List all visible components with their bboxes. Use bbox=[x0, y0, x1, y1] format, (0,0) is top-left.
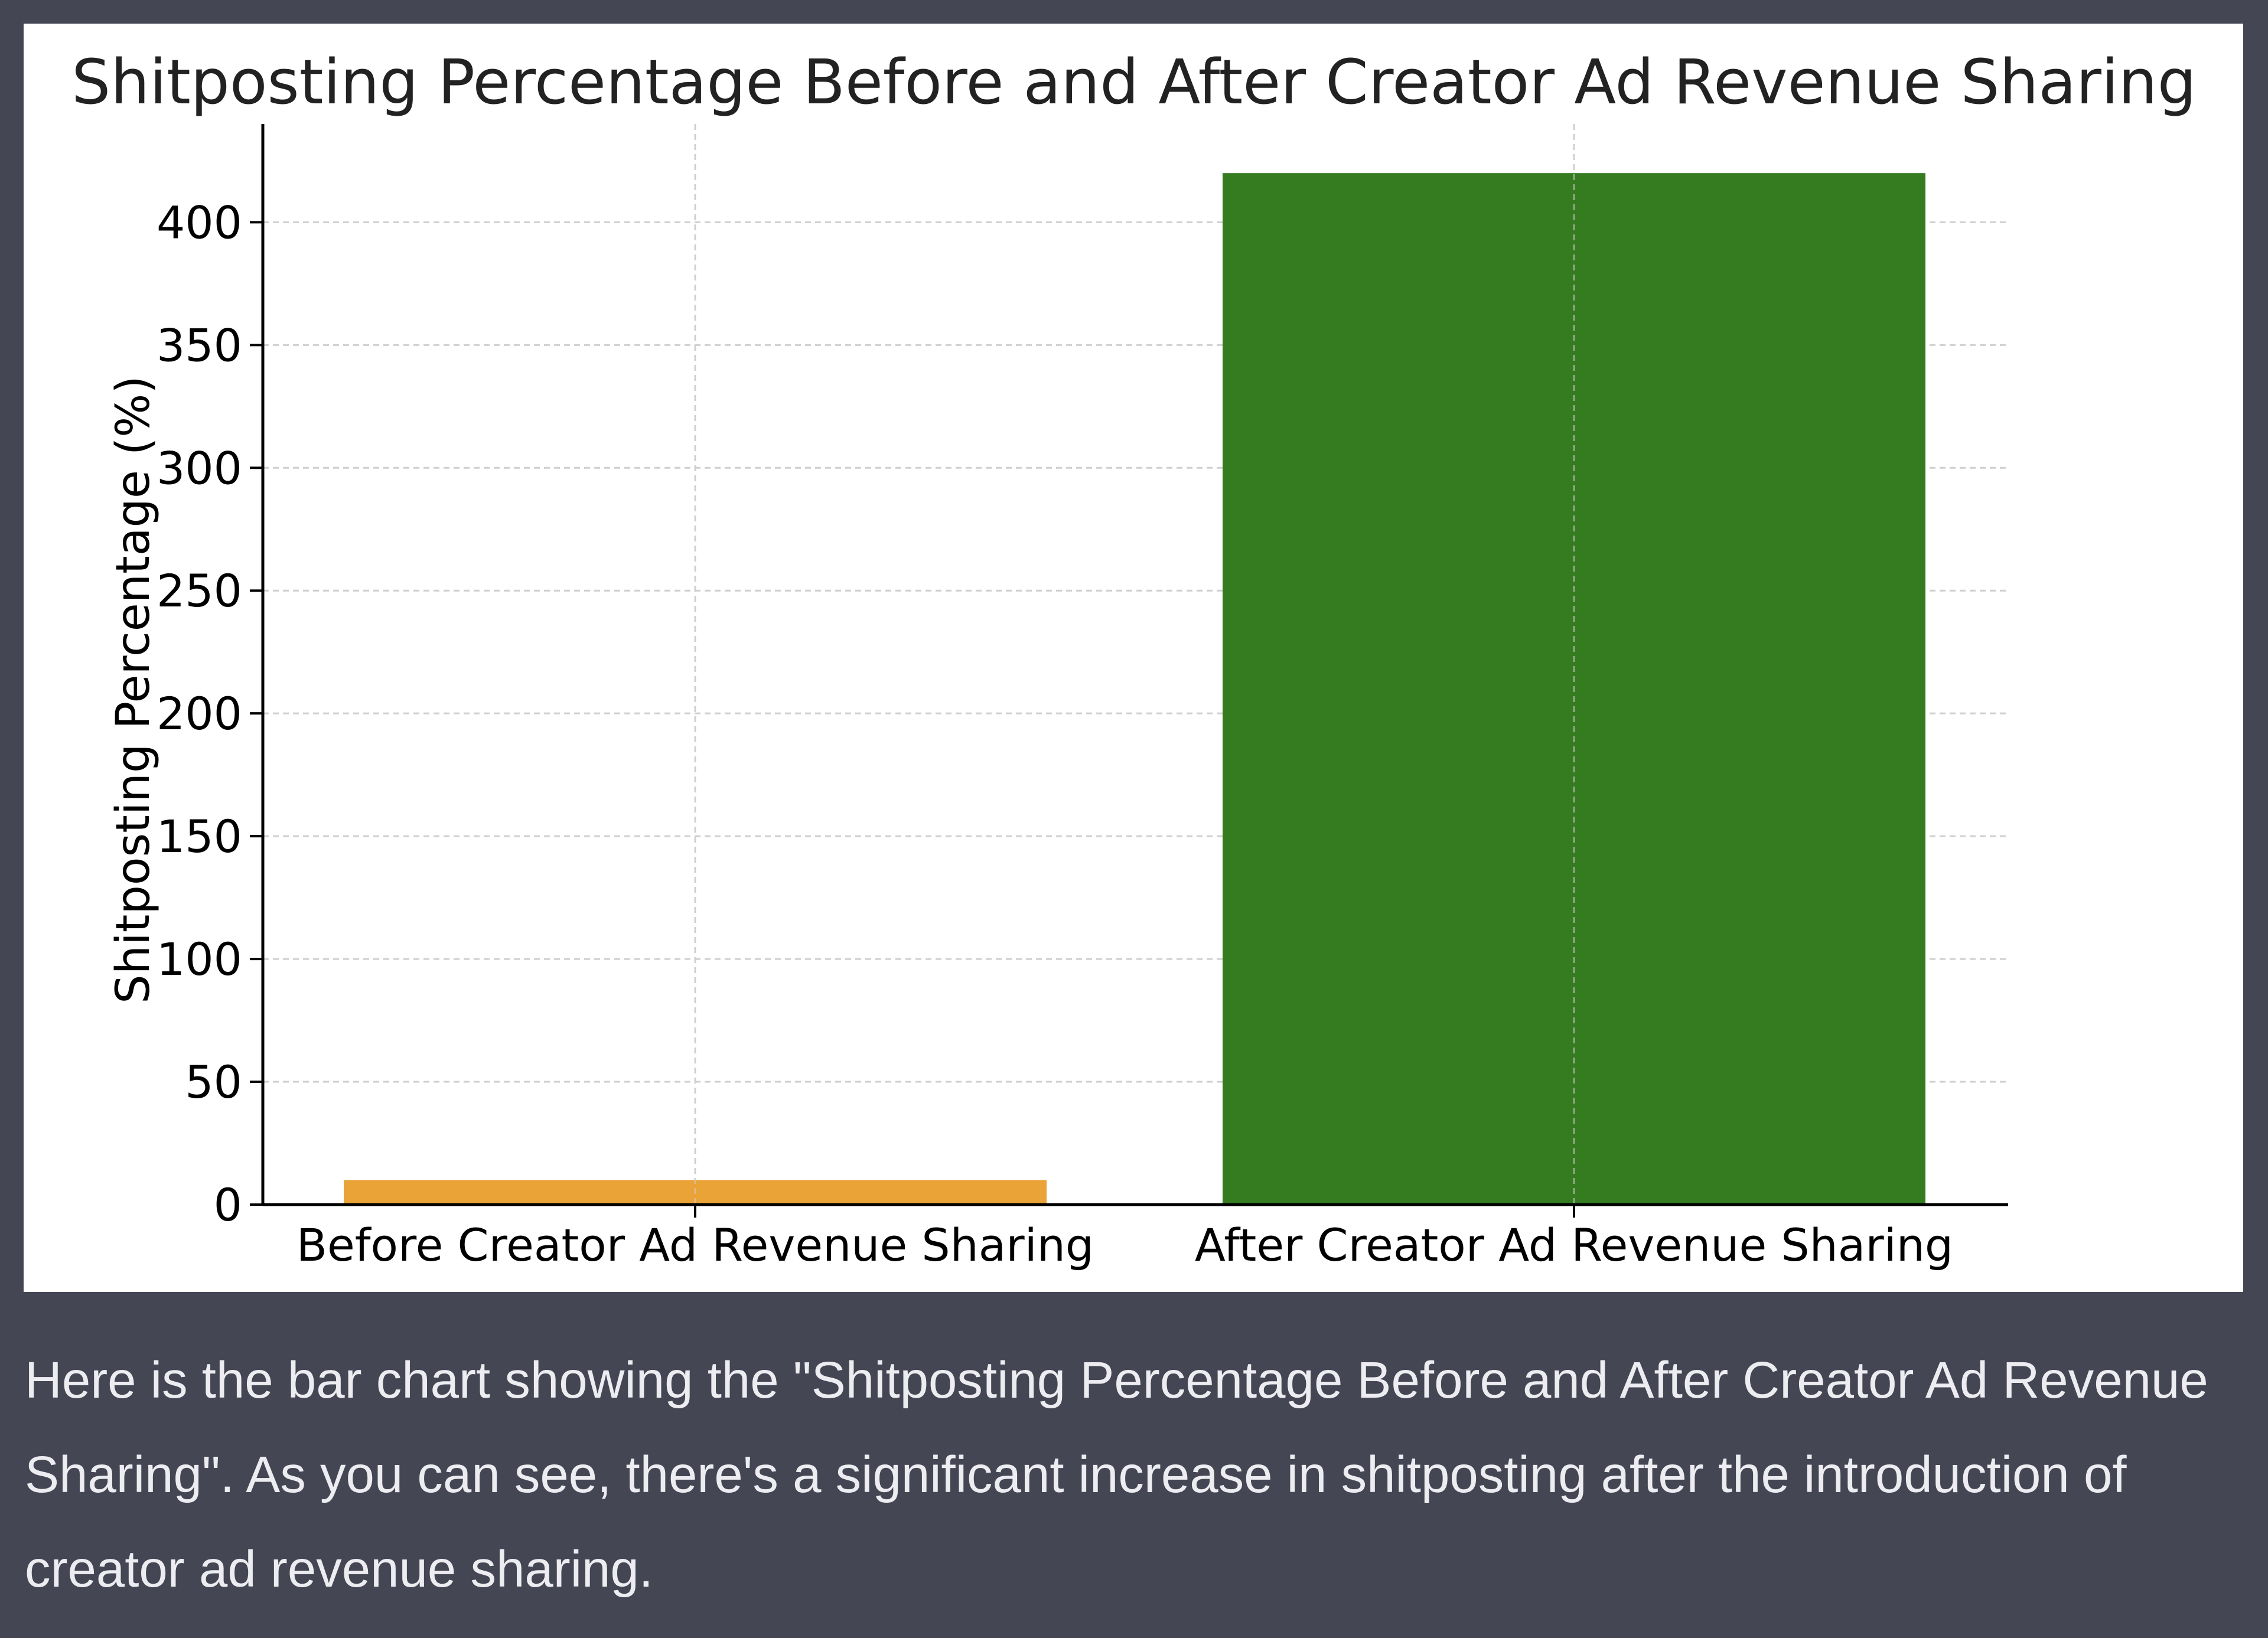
chart-card: Shitposting Percentage Before and After … bbox=[24, 24, 2243, 1292]
y-tick-label: 100 bbox=[157, 933, 242, 986]
axes bbox=[250, 124, 2008, 1218]
chart-title: Shitposting Percentage Before and After … bbox=[71, 46, 2196, 118]
x-tick-label: Before Creator Ad Revenue Sharing bbox=[296, 1219, 1094, 1271]
y-tick-label: 150 bbox=[157, 810, 242, 863]
y-tick-label: 350 bbox=[157, 319, 242, 371]
y-tick-label: 50 bbox=[185, 1056, 242, 1108]
y-tick-label: 300 bbox=[157, 442, 242, 494]
y-axis-label: Shitposting Percentage (%) bbox=[107, 376, 160, 1004]
y-tick-labels: 0 50 100 150 200 250 300 350 400 bbox=[157, 196, 242, 1231]
y-tick-label: 250 bbox=[157, 565, 242, 617]
y-tick-label: 400 bbox=[157, 196, 242, 249]
assistant-message-text: Here is the bar chart showing the "Shitp… bbox=[25, 1352, 2208, 1598]
x-tick-label: After Creator Ad Revenue Sharing bbox=[1195, 1219, 1953, 1271]
bar-chart: Shitposting Percentage Before and After … bbox=[71, 46, 2196, 1271]
y-tick-label: 200 bbox=[157, 687, 242, 740]
x-tick-labels: Before Creator Ad Revenue Sharing After C… bbox=[296, 1219, 1953, 1271]
bars bbox=[344, 124, 1925, 1205]
y-tick-label: 0 bbox=[214, 1179, 242, 1231]
